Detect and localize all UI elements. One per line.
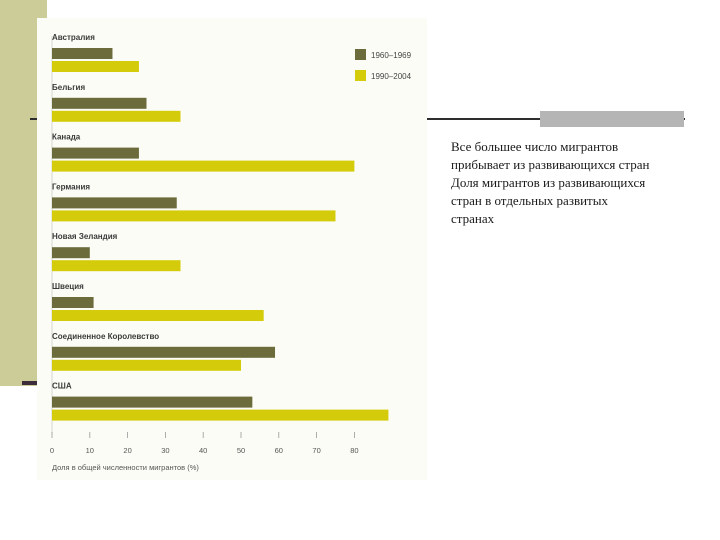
slide-caption: Все большее число мигрантов прибывает из… bbox=[451, 138, 696, 228]
bar-1960-1969 bbox=[52, 297, 94, 308]
caption-line: Доля мигрантов из развивающихся bbox=[451, 175, 646, 190]
x-tick-label: 10 bbox=[86, 446, 94, 455]
bar-1990-2004 bbox=[52, 359, 241, 371]
bar-1960-1969 bbox=[52, 197, 177, 209]
category-label: Швеция bbox=[52, 282, 84, 291]
bar-1960-1969 bbox=[52, 247, 90, 259]
bar-1990-2004 bbox=[52, 409, 389, 421]
category-label: Соединенное Королевство bbox=[52, 332, 159, 341]
caption-line: странах bbox=[451, 211, 495, 226]
bar-1990-2004 bbox=[52, 210, 336, 222]
bar-1960-1969 bbox=[52, 97, 147, 109]
x-tick-label: 20 bbox=[123, 446, 131, 455]
caption-line: Все большее число мигрантов bbox=[451, 139, 619, 154]
category-label: Бельгия bbox=[52, 83, 85, 92]
bar-1990-2004 bbox=[52, 310, 264, 321]
slide-divider-accent bbox=[22, 381, 48, 385]
bar-1960-1969 bbox=[52, 346, 276, 358]
legend-label: 1960–1969 bbox=[371, 51, 412, 60]
bar-1960-1969 bbox=[52, 48, 113, 59]
x-tick-label: 50 bbox=[237, 446, 245, 455]
bar-1960-1969 bbox=[52, 147, 139, 159]
legend-label: 1990–2004 bbox=[371, 72, 412, 81]
x-tick-label: 30 bbox=[161, 446, 169, 455]
caption-line: прибывает из развивающихся стран bbox=[451, 157, 650, 172]
bar-1990-2004 bbox=[52, 61, 139, 72]
category-label: США bbox=[52, 382, 72, 391]
bar-1990-2004 bbox=[52, 160, 355, 172]
x-tick-label: 80 bbox=[350, 446, 358, 455]
category-label: Канада bbox=[52, 133, 81, 142]
migrants-bar-chart: Австралия Бельгия Канада Германия Новая Зела… bbox=[50, 33, 412, 472]
category-label: Новая Зеландия bbox=[52, 232, 118, 241]
x-axis-title: Доля в общей численности мигрантов (%) bbox=[52, 463, 199, 472]
category-label: Германия bbox=[52, 182, 90, 191]
x-tick-label: 60 bbox=[275, 446, 283, 455]
x-tick-label: 0 bbox=[50, 446, 54, 455]
bar-1960-1969 bbox=[52, 396, 253, 408]
category-label: Австралия bbox=[52, 33, 95, 42]
bar-1990-2004 bbox=[52, 260, 181, 272]
decorative-accent-box bbox=[540, 111, 684, 127]
bar-1990-2004 bbox=[52, 110, 181, 122]
x-tick-label: 70 bbox=[312, 446, 320, 455]
caption-line: стран в отдельных развитых bbox=[451, 193, 608, 208]
legend-swatch-1960-1969 bbox=[355, 49, 366, 60]
legend-swatch-1990-2004 bbox=[355, 70, 366, 81]
x-tick-label: 40 bbox=[199, 446, 207, 455]
chart-panel: Австралия Бельгия Канада Германия Новая Зела… bbox=[37, 18, 427, 480]
